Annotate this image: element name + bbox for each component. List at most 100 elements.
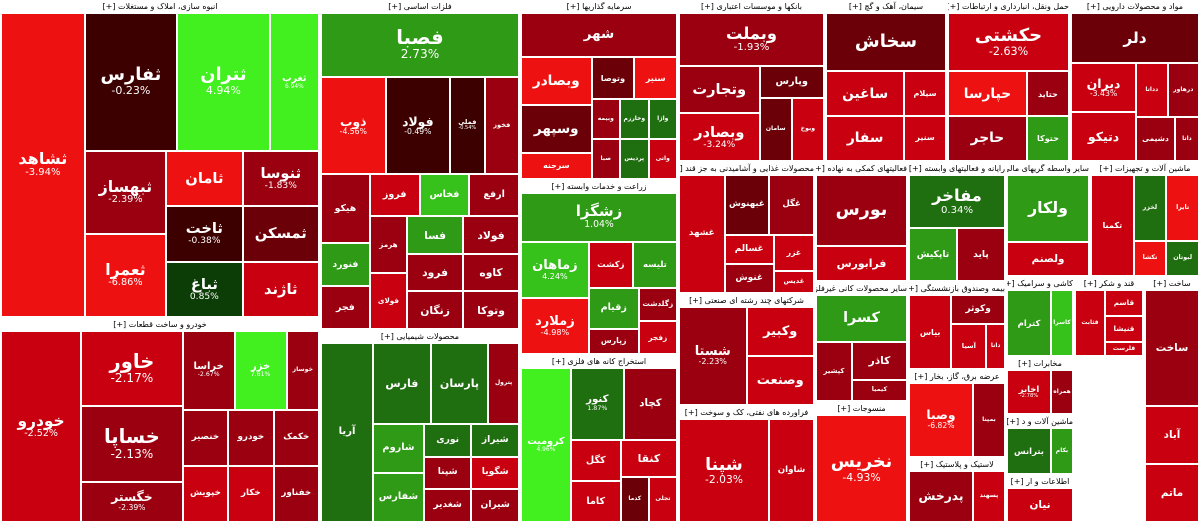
- stock-tile[interactable]: وبصادر -3.24%: [679, 113, 760, 161]
- stock-tile[interactable]: غزر: [773, 235, 814, 271]
- sector-title[interactable]: مخابرات [+]: [1007, 358, 1073, 370]
- sector-title[interactable]: ساخت [+]: [1145, 278, 1199, 290]
- stock-tile[interactable]: ماتم: [1145, 464, 1199, 522]
- stock-tile[interactable]: خودرو -2.52%: [1, 331, 82, 522]
- stock-tile[interactable]: کدما: [620, 476, 649, 522]
- stock-tile[interactable]: غدیس: [773, 270, 814, 293]
- sector-title[interactable]: انبوه سازی، املاک و مستغلات [+]: [1, 1, 319, 13]
- stock-tile[interactable]: ساخت: [1145, 290, 1199, 406]
- stock-tile[interactable]: کنور 1.87%: [570, 368, 624, 441]
- stock-tile[interactable]: نیان: [1007, 488, 1073, 522]
- stock-tile[interactable]: بکام: [1051, 428, 1073, 474]
- stock-tile[interactable]: وخارزم: [620, 99, 649, 140]
- stock-tile[interactable]: زشگزا 1.04%: [521, 193, 677, 242]
- stock-tile[interactable]: وبملت -1.93%: [679, 13, 824, 66]
- stock-tile[interactable]: ثامان: [166, 150, 243, 206]
- stock-tile[interactable]: ثمسکن: [242, 206, 319, 262]
- sector-title[interactable]: محصولات غذایی و آشامیدنی به جز قند [+]: [679, 163, 814, 175]
- stock-tile[interactable]: تجلی: [648, 476, 677, 522]
- stock-tile[interactable]: کرومیت 4.96%: [521, 368, 571, 522]
- stock-tile[interactable]: خوساز: [286, 331, 319, 410]
- stock-tile[interactable]: خکار: [228, 465, 274, 522]
- stock-tile[interactable]: زماهان 4.24%: [521, 241, 589, 298]
- sector-title[interactable]: زراعت و خدمات وابسته [+]: [521, 181, 677, 193]
- stock-tile[interactable]: حتوکا: [1026, 116, 1069, 161]
- stock-tile[interactable]: خودرو: [228, 409, 274, 466]
- stock-tile[interactable]: ذوب -4.56%: [321, 76, 386, 175]
- stock-tile[interactable]: فخاس: [419, 174, 470, 217]
- stock-tile[interactable]: نوری: [423, 423, 472, 457]
- stock-tile[interactable]: پردیس: [620, 139, 649, 179]
- stock-tile[interactable]: وصبا -6.82%: [909, 383, 973, 457]
- stock-tile[interactable]: خکمک: [273, 409, 319, 466]
- stock-tile[interactable]: خنصیر: [182, 409, 229, 466]
- stock-tile[interactable]: تلیسه: [632, 241, 677, 288]
- stock-tile[interactable]: اخابر -2.78%: [1007, 370, 1051, 414]
- stock-tile[interactable]: شپنا: [423, 456, 472, 490]
- stock-tile[interactable]: سفار: [826, 116, 905, 161]
- stock-tile[interactable]: دشیمی: [1136, 117, 1175, 161]
- stock-tile[interactable]: غسالم: [724, 235, 774, 264]
- stock-tile[interactable]: پدرخش: [909, 471, 973, 522]
- stock-tile[interactable]: آریا: [321, 343, 374, 522]
- stock-tile[interactable]: خفناور: [273, 465, 319, 522]
- stock-tile[interactable]: بورس: [816, 175, 907, 246]
- stock-tile[interactable]: ثاخت -0.38%: [166, 206, 243, 262]
- stock-tile[interactable]: فصبا 2.73%: [321, 13, 519, 77]
- stock-tile[interactable]: حاجر: [948, 116, 1027, 161]
- stock-tile[interactable]: پاید: [957, 228, 1005, 281]
- stock-tile[interactable]: فجر: [321, 285, 370, 329]
- sector-title[interactable]: مواد و محصولات دارویی [+]: [1071, 1, 1199, 13]
- sector-title[interactable]: منسوجات [+]: [816, 403, 907, 415]
- stock-tile[interactable]: ثفارس -0.23%: [84, 13, 178, 151]
- stock-tile[interactable]: واژا: [648, 99, 677, 140]
- stock-tile[interactable]: شیران: [471, 489, 519, 522]
- stock-tile[interactable]: تکشا: [1133, 240, 1167, 276]
- stock-tile[interactable]: غنوش: [724, 264, 774, 293]
- stock-tile[interactable]: بمپنا: [973, 383, 1005, 457]
- sector-title[interactable]: قند و شکر [+]: [1075, 278, 1143, 290]
- sector-title[interactable]: رایانه و فعالیتهای وابسته [+]: [909, 163, 1005, 175]
- stock-tile[interactable]: قلرست: [1105, 342, 1143, 356]
- stock-tile[interactable]: زفجر: [638, 320, 677, 354]
- stock-tile[interactable]: فرابورس: [816, 245, 907, 281]
- sector-title[interactable]: بیمه وصندوق بازنشستگی [+]: [909, 283, 1005, 295]
- stock-tile[interactable]: کاسرا: [1051, 290, 1073, 356]
- stock-tile[interactable]: قثابت: [1075, 290, 1105, 356]
- stock-tile[interactable]: وتجارت: [679, 65, 760, 114]
- stock-tile[interactable]: کترام: [1007, 290, 1051, 356]
- stock-tile[interactable]: مفاخر 0.34%: [909, 175, 1005, 228]
- stock-tile[interactable]: خاور -2.17%: [81, 331, 183, 407]
- stock-tile[interactable]: سنیر: [634, 56, 677, 100]
- stock-tile[interactable]: وبوخ: [791, 97, 824, 161]
- stock-tile[interactable]: شغدیر: [423, 489, 472, 522]
- stock-tile[interactable]: پارسان: [430, 343, 489, 424]
- stock-tile[interactable]: غشهد: [679, 175, 725, 293]
- stock-tile[interactable]: ارفع: [469, 174, 519, 217]
- stock-tile[interactable]: پترول: [488, 343, 519, 424]
- sector-title[interactable]: خودرو و ساخت قطعات [+]: [1, 319, 319, 331]
- sector-title[interactable]: حمل ونقل، انبارداری و ارتباطات [+]: [948, 1, 1069, 13]
- stock-tile[interactable]: سنیر: [904, 116, 946, 161]
- stock-tile[interactable]: خزر 7.61%: [234, 331, 287, 410]
- stock-tile[interactable]: ساغین: [826, 71, 905, 117]
- sector-title[interactable]: عرضه برق، گاز، بخار [+]: [909, 371, 1005, 383]
- sector-title[interactable]: ماشین آلات و تجهیزات [+]: [1091, 163, 1199, 175]
- sector-title[interactable]: استخراج کانه های فلزی [+]: [521, 356, 677, 368]
- sector-title[interactable]: سرمایه گذاریها [+]: [521, 1, 677, 13]
- stock-tile[interactable]: قاسم: [1105, 290, 1143, 317]
- stock-tile[interactable]: ثعمرا -6.86%: [84, 233, 167, 317]
- stock-tile[interactable]: داتا: [1174, 117, 1199, 161]
- stock-tile[interactable]: واتی: [648, 139, 677, 179]
- stock-tile[interactable]: حکشتی -2.63%: [948, 13, 1069, 72]
- stock-tile[interactable]: شگویا: [471, 456, 519, 490]
- stock-tile[interactable]: شهر: [521, 13, 677, 57]
- stock-tile[interactable]: زقیام: [588, 287, 639, 329]
- stock-tile[interactable]: کگل: [570, 440, 621, 482]
- stock-tile[interactable]: ثبهساز -2.39%: [84, 150, 167, 234]
- stock-tile[interactable]: کچاد: [623, 368, 677, 441]
- sector-title[interactable]: فلزات اساسی [+]: [321, 1, 519, 13]
- stock-tile[interactable]: سرجنه: [521, 153, 592, 179]
- stock-tile[interactable]: شاروم: [373, 423, 424, 473]
- stock-tile[interactable]: کنقا: [620, 440, 677, 477]
